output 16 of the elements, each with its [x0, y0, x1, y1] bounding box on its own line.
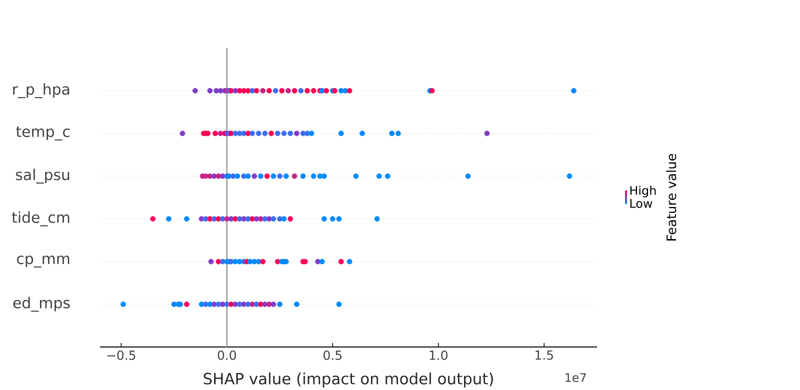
text: 1e7	[566, 373, 586, 382]
text: Low	[630, 199, 652, 208]
x-tick-label: 0.5	[324, 350, 342, 360]
y-tick-label: tide_cm	[12, 211, 70, 226]
x-axis-title: SHAP value (impact on model output)	[204, 372, 493, 388]
y-tick-label: r_p_hpa	[13, 83, 70, 98]
text: High	[630, 186, 656, 198]
x-tick-label: 1.0	[430, 350, 448, 360]
color-bar-title: Feature value	[666, 154, 676, 240]
y-tick-label: temp_c	[16, 126, 70, 140]
x-tick-label: 0.0	[218, 350, 236, 360]
y-tick-label: sal_psu	[16, 168, 70, 184]
y-tick-label: cp_mm	[17, 256, 70, 268]
x-tick-label: 1.5	[536, 350, 553, 360]
y-tick-label: ed_mps	[13, 296, 70, 312]
x-tick-label: −0.5	[107, 350, 136, 360]
